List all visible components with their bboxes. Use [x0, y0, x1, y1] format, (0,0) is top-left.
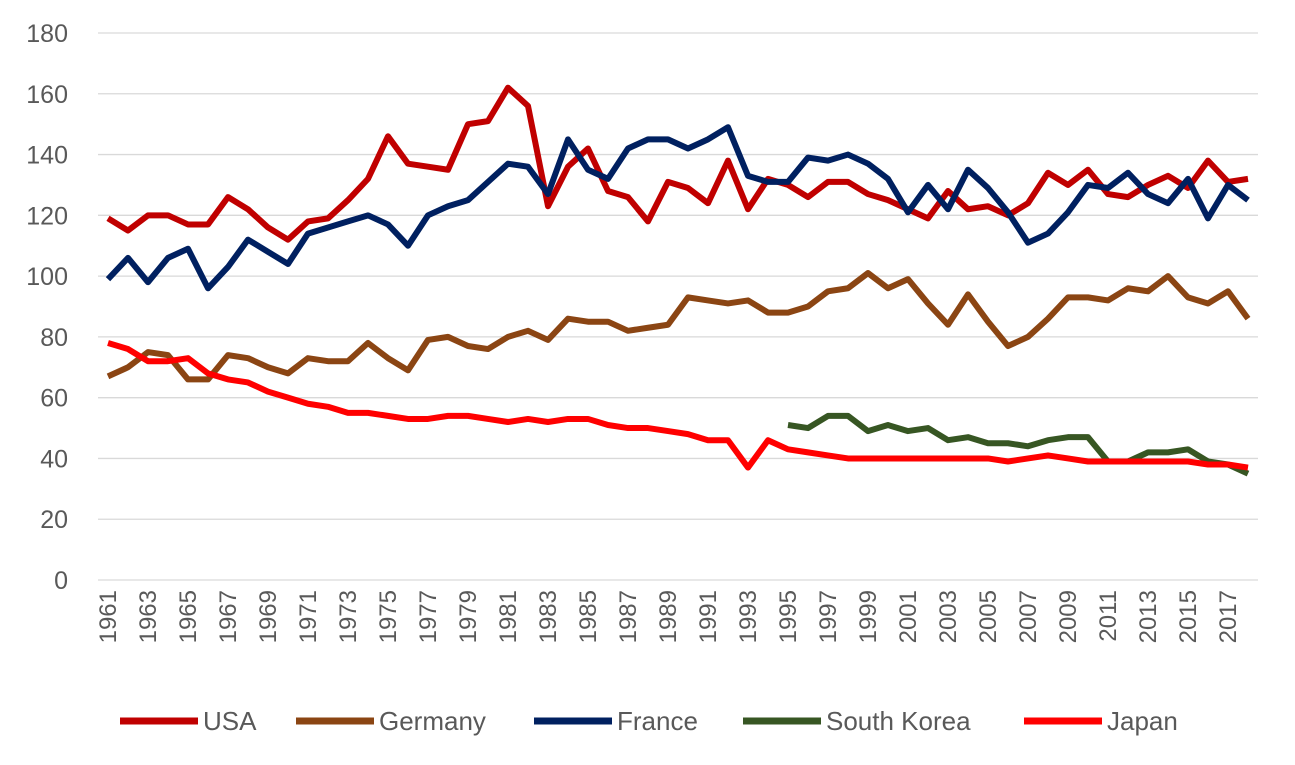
y-tick-label: 120 — [26, 202, 68, 230]
x-tick-label: 1975 — [375, 590, 402, 643]
y-tick-label: 20 — [40, 506, 68, 534]
x-axis-tick-labels: 1961 1963 1965 1967 1969 1971 1973 1975 1977 1979… — [95, 590, 1242, 643]
y-tick-label: 40 — [40, 445, 68, 473]
x-tick-label: 1961 — [95, 590, 122, 643]
x-tick-label: 1977 — [415, 590, 442, 643]
x-tick-label: 1965 — [175, 590, 202, 643]
x-tick-label: 2009 — [1055, 590, 1082, 643]
x-tick-label: 1963 — [135, 590, 162, 643]
x-tick-label: 2007 — [1015, 590, 1042, 643]
x-tick-label: 1999 — [855, 590, 882, 643]
x-tick-label: 1973 — [335, 590, 362, 643]
x-tick-label: 1985 — [575, 590, 602, 643]
x-tick-label: 1987 — [615, 590, 642, 643]
x-tick-label: 2017 — [1215, 590, 1242, 643]
series-line-france — [105, 124, 1250, 292]
y-tick-label: 100 — [26, 263, 68, 291]
x-tick-label: 2015 — [1175, 590, 1202, 643]
y-axis-tick-labels: 0 20 40 60 80 100 120 140 160 180 — [26, 20, 68, 595]
series-lines — [105, 84, 1251, 477]
x-tick-label: 2011 — [1095, 590, 1122, 642]
y-tick-label: 140 — [26, 142, 68, 170]
x-tick-label: 1979 — [455, 590, 482, 643]
x-tick-label: 1967 — [215, 590, 242, 643]
legend-label-japan: Japan — [1107, 706, 1178, 736]
x-tick-label: 1983 — [535, 590, 562, 643]
x-tick-label: 1989 — [655, 590, 682, 643]
y-tick-label: 160 — [26, 81, 68, 109]
x-tick-label: 2001 — [895, 590, 922, 643]
legend: USA Germany France South Korea Japan — [120, 706, 1178, 736]
x-tick-label: 1997 — [815, 590, 842, 643]
y-tick-label: 60 — [40, 385, 68, 413]
y-tick-label: 0 — [54, 567, 68, 595]
y-tick-label: 80 — [40, 324, 68, 352]
x-tick-label: 2005 — [975, 590, 1002, 643]
x-tick-label: 1969 — [255, 590, 282, 643]
x-tick-label: 1971 — [295, 590, 322, 643]
legend-label-south-korea: South Korea — [826, 706, 971, 736]
x-tick-label: 2003 — [935, 590, 962, 643]
x-tick-label: 1995 — [775, 590, 802, 643]
x-tick-label: 1981 — [495, 590, 522, 643]
series-line-usa — [106, 84, 1249, 243]
legend-label-france: France — [617, 706, 698, 736]
series-line-japan — [107, 340, 1249, 471]
legend-label-usa: USA — [203, 706, 257, 736]
x-tick-label: 2013 — [1135, 590, 1162, 643]
y-tick-label: 180 — [26, 20, 68, 48]
x-tick-label: 1993 — [735, 590, 762, 643]
x-tick-label: 1991 — [695, 590, 722, 643]
series-line-germany — [106, 270, 1251, 383]
legend-label-germany: Germany — [379, 706, 486, 736]
series-line-south-korea — [787, 412, 1250, 477]
